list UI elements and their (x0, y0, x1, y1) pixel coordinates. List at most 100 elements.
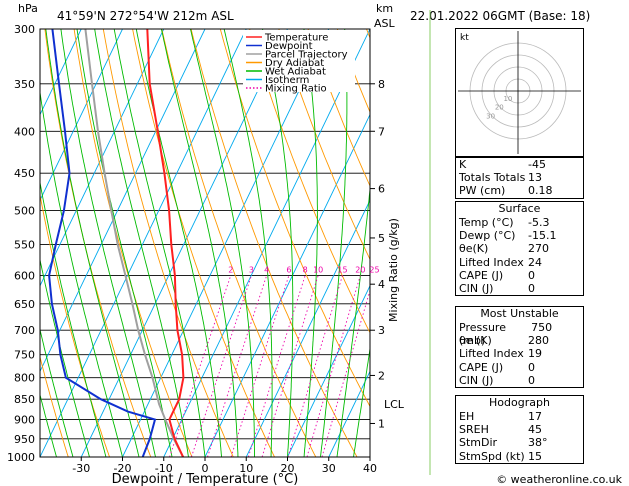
most-unstable-label: Lifted Index (459, 347, 524, 361)
plot-background-lines (40, 29, 370, 457)
surface-label: Lifted Index (459, 255, 524, 269)
most-unstable-title: Most Unstable (480, 307, 559, 320)
wet-adiabat-line (94, 29, 189, 457)
hodograph-label: SREH (459, 423, 489, 437)
isotherm-line (40, 29, 82, 116)
mixing-ratio-label: 20 (355, 265, 365, 274)
surface-label: CIN (J) (459, 281, 494, 295)
indices-label: PW (cm) (459, 184, 506, 198)
dry-adiabat-line (40, 355, 69, 457)
mixing-ratio-line (321, 288, 370, 457)
dry-adiabat-line (40, 192, 110, 457)
indices-row: K -45 (456, 158, 583, 171)
surface-label: CAPE (J) (459, 268, 504, 282)
surface-value: 270 (528, 242, 549, 256)
pressure-tick-label: 300 (14, 23, 35, 36)
surface-label: Dewp (°C) (459, 229, 516, 243)
mixing-ratio-line (207, 275, 268, 457)
most-unstable-row: θe (K) 280 (456, 334, 583, 347)
right-axis-title: Mixing Ratio (g/kg) (387, 218, 400, 322)
isotherm-line (40, 29, 123, 202)
hodograph-label: StmDir (459, 436, 498, 450)
dry-adiabat-line (307, 29, 370, 188)
surface-value: -5.3 (528, 216, 550, 229)
hodograph-value: 45 (528, 423, 542, 437)
wet-adiabat-line (262, 29, 294, 457)
pressure-tick-label: 750 (14, 349, 35, 362)
km-tick-label: 7 (378, 125, 385, 138)
most-unstable-label: CIN (J) (459, 373, 494, 387)
wet-adiabat-line (336, 185, 370, 457)
hodograph-label: EH (459, 410, 475, 423)
hodograph: kt 10 20 30 (455, 28, 584, 157)
most-unstable-label: θe (K) (459, 334, 492, 348)
most-unstable-row: Pressure (mb) 750 (456, 321, 583, 347)
isotherm-line (163, 29, 370, 457)
wet-adiabat-line (45, 29, 140, 457)
hodograph-row: StmSpd (kt) 15 (456, 450, 583, 463)
wet-adiabat-line (303, 29, 318, 457)
temp-tick-label: 30 (322, 462, 336, 475)
wet-adiabat-line (40, 89, 123, 457)
wet-adiabat-line (60, 29, 156, 457)
mixing-ratio-label: 10 (313, 265, 323, 274)
hodograph-table-title: Hodograph (489, 396, 550, 409)
pressure-tick-label: 650 (14, 298, 35, 311)
most-unstable-value: 0 (528, 373, 535, 387)
indices-row: PW (cm) 0.18 (456, 184, 583, 197)
temp-tick-label: 20 (281, 462, 295, 475)
legend-label: Dewpoint (265, 41, 313, 52)
indices-label: Totals Totals (459, 171, 526, 185)
km-tick-label: 6 (378, 183, 385, 196)
dry-adiabat-line (278, 29, 370, 261)
most-unstable-row: CIN (J) 0 (456, 374, 583, 387)
legend-label: Mixing Ratio (265, 84, 327, 95)
dry-adiabat-line (249, 29, 370, 334)
wet-adiabat-line (353, 346, 370, 457)
isotherm-line (245, 199, 370, 457)
surface-value: -15.1 (528, 229, 557, 243)
temp-tick-label: 40 (363, 462, 377, 475)
surface-label: Temp (°C) (459, 216, 514, 229)
surface-row: Temp (°C) -5.3 (456, 216, 583, 229)
mixing-ratio-label: 6 (286, 265, 291, 274)
pressure-tick-label: 900 (14, 414, 35, 427)
most-unstable-value: 0 (528, 360, 535, 374)
isotherm-line (40, 29, 247, 457)
mixing-ratio-label: 2 (228, 265, 233, 274)
hodograph-value: 15 (528, 449, 542, 463)
wet-adiabat-line (135, 29, 222, 457)
parcel-trajectory-line (84, 29, 184, 457)
surface-label: θe(K) (459, 242, 489, 256)
hodograph-value: 38° (528, 436, 548, 450)
km-tick-label: 5 (378, 232, 385, 245)
hodograph-ring-label: 30 (486, 112, 495, 120)
hodograph-ring-label: 10 (503, 95, 512, 103)
mixing-ratio-label: 25 (369, 265, 379, 274)
pressure-tick-label: 400 (14, 125, 35, 138)
hodograph-row: SREH 45 (456, 423, 583, 436)
profile-lines (48, 29, 185, 457)
x-axis-title: Dewpoint / Temperature (°C) (112, 472, 299, 486)
hodograph-ring-label: 20 (495, 104, 504, 112)
most-unstable-value: 750 (531, 321, 553, 334)
indices-table: K -45 Totals Totals 13 PW (cm) 0.18 (455, 157, 584, 199)
indices-row: Totals Totals 13 (456, 171, 583, 184)
surface-row: CIN (J) 0 (456, 282, 583, 295)
dry-adiabat-line (102, 29, 234, 457)
location-title: 41°59'N 272°54'W 212m ASL (57, 9, 234, 23)
hodograph-row: EH 17 (456, 410, 583, 423)
most-unstable-row: Lifted Index 19 (456, 347, 583, 360)
indices-value: 13 (528, 171, 542, 185)
hpa-label: hPa (18, 2, 38, 15)
pressure-tick-label: 500 (14, 205, 35, 218)
indices-label: K (459, 158, 467, 171)
mixing-ratio-label: 8 (303, 265, 308, 274)
mixing-ratio-label: 3 (249, 265, 254, 274)
dry-adiabat-line (219, 29, 370, 408)
surface-value: 0 (528, 281, 535, 295)
isotherm-line (80, 29, 288, 457)
legend-label: Parcel Trajectory (265, 50, 348, 61)
pressure-tick-label: 700 (14, 324, 35, 337)
wet-adiabat-line (40, 393, 57, 457)
